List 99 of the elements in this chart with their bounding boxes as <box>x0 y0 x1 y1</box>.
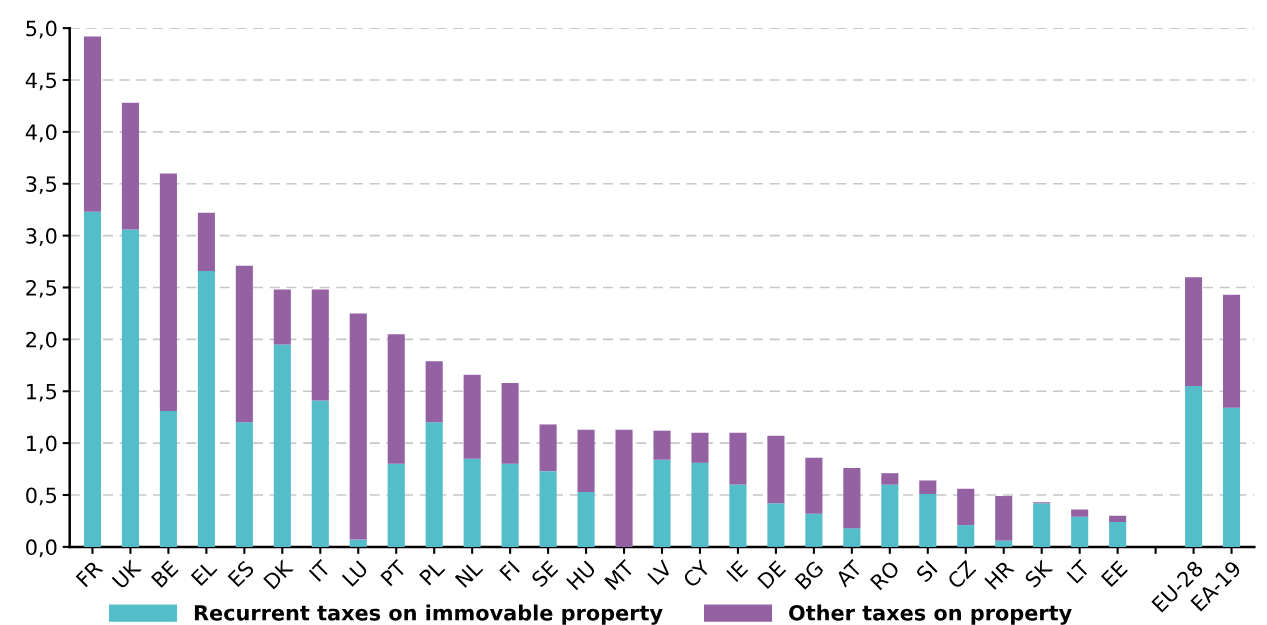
bar <box>691 432 709 463</box>
y-tick-label: 4,0 <box>25 124 57 143</box>
bar <box>425 361 443 423</box>
bar <box>1109 515 1127 522</box>
x-tick-label: SE <box>530 559 559 588</box>
x-tick-label: IE <box>726 560 749 583</box>
bar <box>83 211 102 547</box>
bar <box>729 484 747 547</box>
y-tick-label: 0,0 <box>26 539 57 558</box>
bar <box>1071 509 1089 517</box>
bar <box>843 468 861 529</box>
bar <box>919 493 937 547</box>
x-tick-label: PL <box>419 559 446 586</box>
bar <box>463 458 481 547</box>
bar <box>1185 277 1203 387</box>
bar <box>235 422 253 547</box>
bar <box>729 432 747 485</box>
bar <box>805 513 823 547</box>
y-tick-label: 2,0 <box>26 331 57 350</box>
x-tick-label: EL <box>190 559 218 586</box>
x-tick-label: LU <box>341 560 369 587</box>
bar <box>1033 503 1051 547</box>
bar <box>691 462 709 547</box>
x-tick-label: DE <box>757 560 787 590</box>
x-tick-label: CZ <box>946 559 977 590</box>
x-tick-label: PT <box>380 559 408 587</box>
bar <box>425 422 443 547</box>
bar <box>767 435 785 504</box>
bar <box>805 457 823 514</box>
bar <box>501 463 519 547</box>
x-tick-label: HR <box>984 559 1015 590</box>
x-tick-label: EE <box>1100 560 1128 588</box>
x-tick-label: RO <box>869 559 901 591</box>
bar <box>1223 294 1241 408</box>
bar <box>501 382 519 464</box>
x-tick-label: SK <box>1023 558 1054 589</box>
bar <box>197 270 215 547</box>
x-tick-label: LT <box>1066 559 1091 584</box>
y-tick-label: 1,5 <box>27 383 57 402</box>
bar <box>1185 386 1203 547</box>
x-tick-label: UK <box>111 558 143 590</box>
bar <box>273 289 291 345</box>
x-tick-label: MT <box>604 559 636 591</box>
bar <box>463 374 481 459</box>
y-tick-label: 1,0 <box>27 435 57 454</box>
x-tick-label: HU <box>566 560 597 591</box>
bar <box>957 525 975 547</box>
y-tick-label: 3,5 <box>26 176 57 195</box>
bar <box>539 471 557 547</box>
bar <box>653 459 671 547</box>
bar <box>121 229 139 547</box>
bar <box>273 344 291 547</box>
bar <box>387 334 405 464</box>
y-tick-label: 5,0 <box>26 20 57 39</box>
x-tick-label: ES <box>227 559 255 588</box>
bar <box>121 102 139 230</box>
bar <box>349 313 367 540</box>
y-tick-label: 4,5 <box>25 72 57 91</box>
x-tick-label: IT <box>308 559 332 582</box>
bar <box>919 480 937 494</box>
bar <box>159 410 177 547</box>
x-tick-label: FI <box>499 560 520 582</box>
bar <box>349 539 367 547</box>
bar <box>995 540 1013 547</box>
x-tick-label: AT <box>834 559 864 588</box>
x-tick-label: BG <box>794 560 825 590</box>
bar <box>767 503 785 547</box>
bar <box>197 212 215 271</box>
bar <box>159 173 177 411</box>
bar <box>235 265 253 423</box>
bar <box>577 491 595 547</box>
bar <box>881 484 899 547</box>
bar <box>1223 407 1241 547</box>
y-tick-label: 0,5 <box>26 487 57 506</box>
bar <box>995 496 1013 541</box>
x-tick-label: FR <box>75 559 104 588</box>
bar <box>1109 521 1127 547</box>
bar <box>615 429 633 547</box>
bar <box>577 429 595 492</box>
bar <box>653 430 671 460</box>
y-tick-label: 3,0 <box>26 228 57 246</box>
bar <box>387 463 405 547</box>
x-tick-label: CY <box>682 558 712 589</box>
legend-label: Recurrent taxes on immovable property <box>194 604 663 625</box>
x-tick-label: LV <box>647 559 674 586</box>
y-tick-label: 2,5 <box>26 279 57 298</box>
bar <box>1071 516 1089 547</box>
x-tick-label: BE <box>150 560 179 588</box>
bar <box>539 424 557 472</box>
bar <box>311 400 329 547</box>
bar <box>311 289 329 401</box>
bar <box>843 528 861 547</box>
x-tick-label: DK <box>263 558 294 590</box>
bar <box>83 36 102 212</box>
x-tick-label: SI <box>915 560 938 583</box>
bar <box>957 488 975 526</box>
legend-label: Other taxes on property <box>789 604 1072 625</box>
bar <box>881 473 899 485</box>
x-tick-label: NL <box>454 559 484 588</box>
